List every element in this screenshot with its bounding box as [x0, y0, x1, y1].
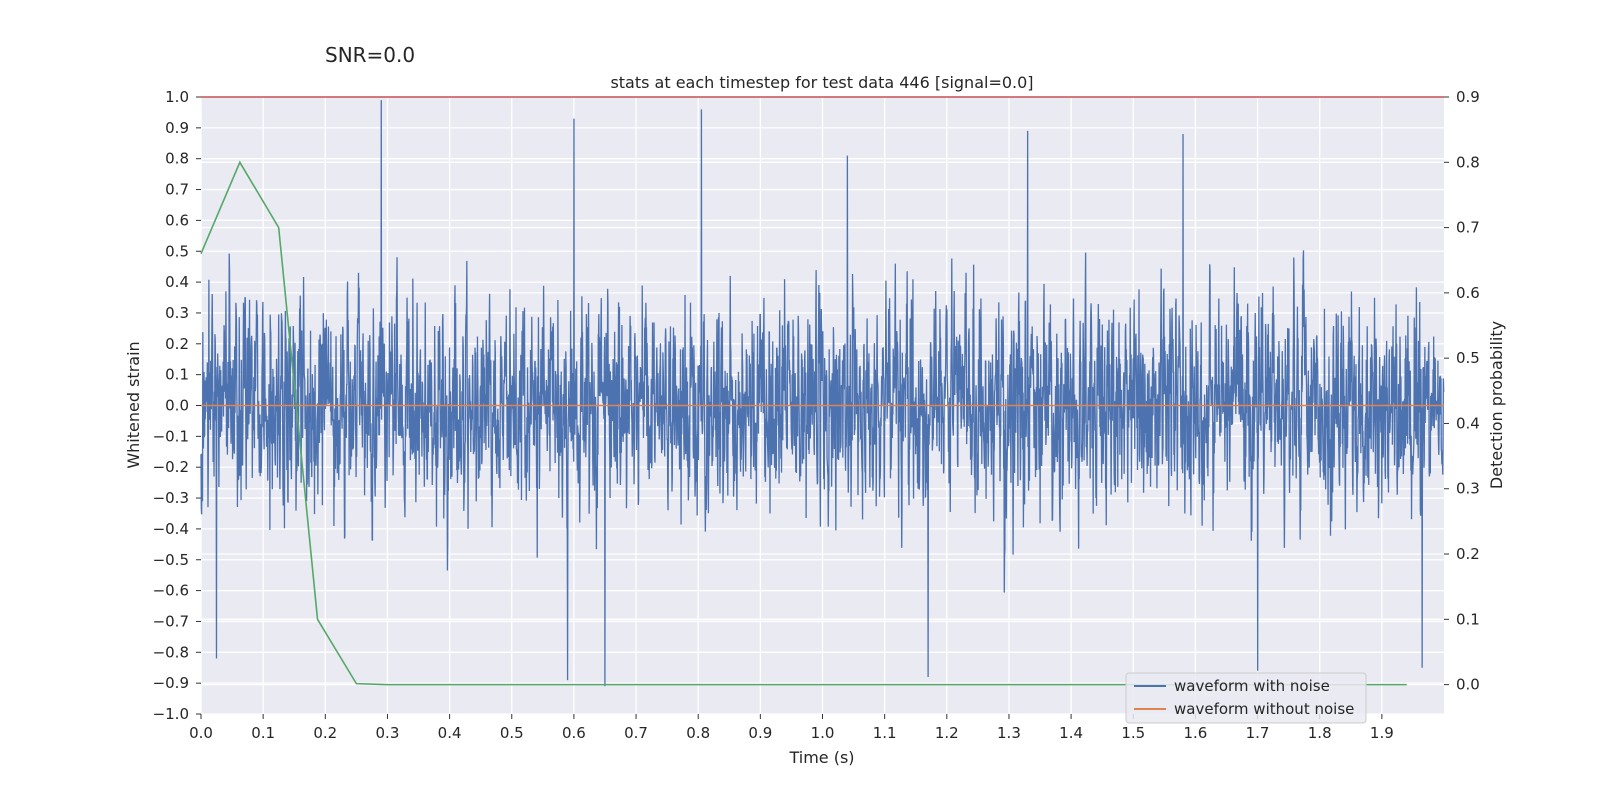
chart-title: stats at each timestep for test data 446…: [610, 73, 1033, 92]
y-right-tick-label: 0.2: [1456, 545, 1480, 563]
y-tick-label: 0.4: [165, 273, 189, 291]
y-axis-right-label: Detection probability: [1487, 321, 1506, 489]
y-right-tick-label: 0.3: [1456, 480, 1480, 498]
x-tick-label: 0.5: [500, 724, 524, 742]
y-tick-label: −1.0: [153, 705, 189, 723]
x-tick-label: 0.1: [251, 724, 275, 742]
y-tick-label: −0.1: [153, 427, 189, 445]
legend-label-without-noise: waveform without noise: [1174, 700, 1354, 718]
y-tick-label: −0.8: [153, 643, 189, 661]
x-tick-label: 0.9: [748, 724, 772, 742]
x-tick-label: 1.8: [1308, 724, 1332, 742]
y-right-tick-label: 0.4: [1456, 414, 1480, 432]
x-tick-label: 0.6: [562, 724, 586, 742]
y-tick-label: 0.1: [165, 366, 189, 384]
x-tick-label: 1.6: [1183, 724, 1207, 742]
y-axis-right: 0.9 0.8 0.7 0.6 0.5 0.4 0.3 0.2 0.1 0.0: [1444, 88, 1480, 694]
x-tick-label: 1.1: [873, 724, 897, 742]
y-tick-label: 1.0: [165, 88, 189, 106]
y-tick-label: −0.3: [153, 489, 189, 507]
y-tick-label: −0.7: [153, 612, 189, 630]
x-axis: 0.0 0.1 0.2 0.3 0.4 0.5 0.6 0.7 0.8 0.9 1.0 1.1 1.2 1…: [189, 714, 1394, 742]
legend-box: [1125, 672, 1367, 724]
y-right-tick-label: 0.5: [1456, 349, 1480, 367]
x-tick-label: 0.4: [438, 724, 462, 742]
x-tick-label: 1.7: [1246, 724, 1270, 742]
y-tick-label: −0.6: [153, 582, 189, 600]
snr-suptitle: SNR=0.0: [325, 43, 415, 67]
series-detection-probability: [200, 160, 1407, 686]
legend-label-with-noise: waveform with noise: [1174, 677, 1330, 695]
y-tick-label: 0.5: [165, 242, 189, 260]
x-tick-label: 1.2: [935, 724, 959, 742]
y-tick-label: 0.6: [165, 211, 189, 229]
x-tick-label: 0.8: [686, 724, 710, 742]
series-waveform-with-noise: [200, 100, 1445, 687]
plot-series: [200, 96, 1445, 687]
y-tick-label: −0.2: [153, 458, 189, 476]
y-tick-label: −0.9: [153, 674, 189, 692]
y-tick-label: 0.2: [165, 335, 189, 353]
y-tick-label: 0.3: [165, 304, 189, 322]
x-tick-label: 0.2: [313, 724, 337, 742]
x-tick-label: 0.3: [376, 724, 400, 742]
x-tick-label: 1.0: [811, 724, 835, 742]
legend: waveform with noise waveform without noi…: [1125, 672, 1367, 724]
y-right-tick-label: 0.0: [1456, 676, 1480, 694]
y-axis-left: 1.0 0.9 0.8 0.7 0.6 0.5 0.4 0.3 0.2 0.1 0.0 −0.1 −0.…: [153, 88, 201, 723]
x-tick-label: 0.7: [624, 724, 648, 742]
y-tick-label: −0.5: [153, 551, 189, 569]
y-right-tick-label: 0.6: [1456, 284, 1480, 302]
y-right-tick-label: 0.9: [1456, 88, 1480, 106]
y-tick-label: 0.7: [165, 181, 189, 199]
x-axis-label: Time (s): [788, 748, 854, 767]
y-axis-label: Whitened strain: [124, 341, 143, 468]
y-tick-label: 0.9: [165, 119, 189, 137]
x-tick-label: 0.0: [189, 724, 213, 742]
x-tick-label: 1.9: [1370, 724, 1394, 742]
y-right-tick-label: 0.1: [1456, 610, 1480, 628]
y-tick-label: 0.0: [165, 397, 189, 415]
y-tick-label: −0.4: [153, 520, 189, 538]
x-tick-label: 1.5: [1121, 724, 1145, 742]
y-tick-label: 0.8: [165, 150, 189, 168]
y-right-tick-label: 0.8: [1456, 153, 1480, 171]
x-tick-label: 1.3: [997, 724, 1021, 742]
x-tick-label: 1.4: [1059, 724, 1083, 742]
y-right-tick-label: 0.7: [1456, 219, 1480, 237]
